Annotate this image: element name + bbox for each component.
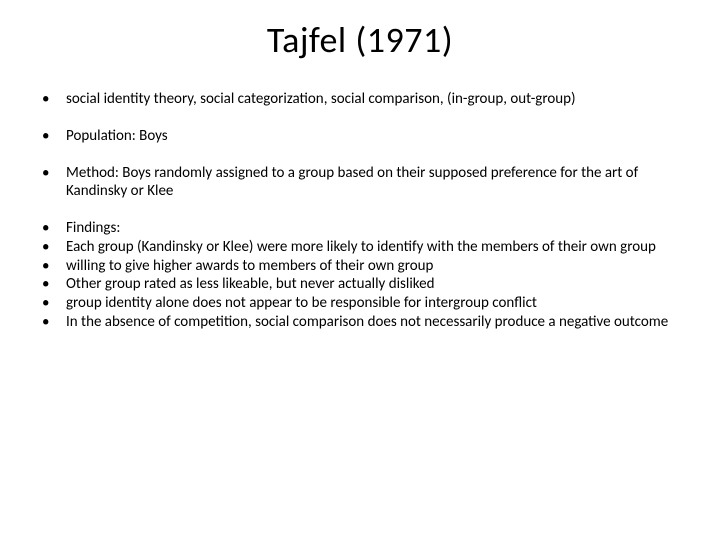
list-item: social identity theory, social categoriz… [36,90,690,109]
bullet-list: social identity theory, social categoriz… [36,90,690,332]
bullet-text: group identity alone does not appear to … [66,294,537,312]
list-item: Each group (Kandinsky or Klee) were more… [36,238,690,257]
bullet-text: willing to give higher awards to members… [66,257,433,275]
bullet-text: Findings: [66,219,120,237]
slide-body: social identity theory, social categoriz… [30,90,690,332]
list-item: Method: Boys randomly assigned to a grou… [36,164,690,202]
bullet-text: In the absence of competition, social co… [66,313,668,331]
list-item: Findings: [36,219,690,238]
slide-container: Tajfel (1971) social identity theory, so… [0,0,720,540]
bullet-text: Other group rated as less likeable, but … [66,275,434,293]
list-item: Other group rated as less likeable, but … [36,275,690,294]
bullet-text: Method: Boys randomly assigned to a grou… [66,164,638,201]
list-item: Population: Boys [36,127,690,146]
bullet-text: Population: Boys [66,127,168,145]
spacer [36,109,690,127]
bullet-text: Each group (Kandinsky or Klee) were more… [66,238,656,256]
slide-title: Tajfel (1971) [30,18,690,62]
spacer [36,146,690,164]
list-item: In the absence of competition, social co… [36,313,690,332]
bullet-text: social identity theory, social categoriz… [66,90,576,108]
list-item: group identity alone does not appear to … [36,294,690,313]
list-item: willing to give higher awards to members… [36,257,690,276]
spacer [36,201,690,219]
